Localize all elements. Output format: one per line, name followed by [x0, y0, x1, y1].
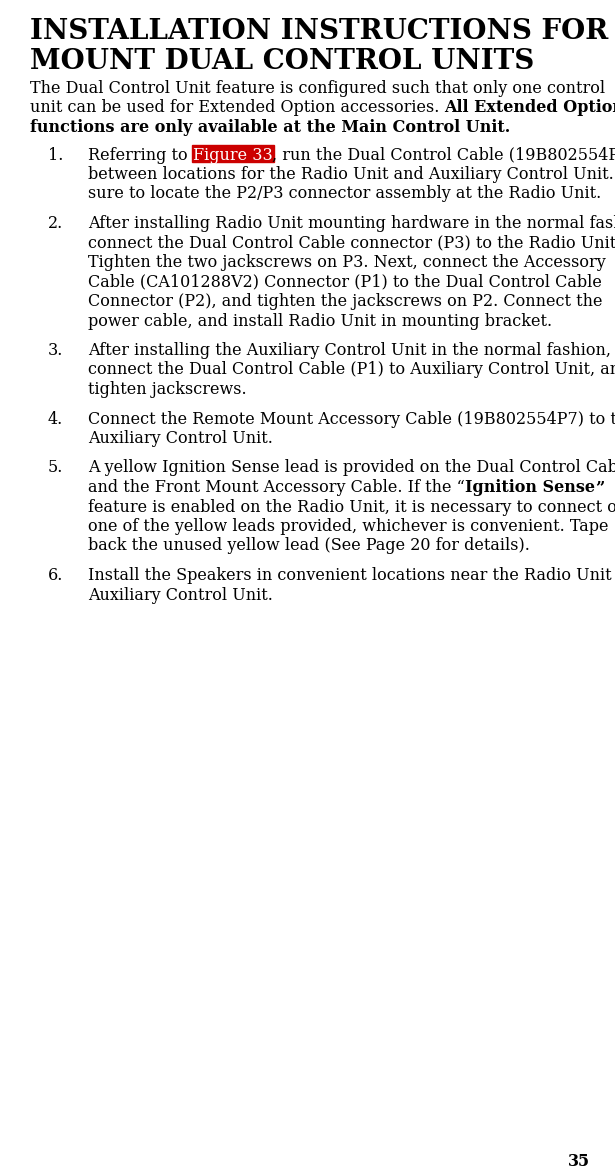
Text: ”: ” — [595, 479, 604, 496]
Text: unit can be used for Extended Option accessories.: unit can be used for Extended Option acc… — [30, 100, 445, 116]
Text: Cable (CA101288V2) Connector (P1) to the Dual Control Cable: Cable (CA101288V2) Connector (P1) to the… — [88, 274, 602, 290]
Text: 3.: 3. — [48, 342, 63, 360]
FancyBboxPatch shape — [192, 145, 274, 162]
Text: connect the Dual Control Cable connector (P3) to the Radio Unit.: connect the Dual Control Cable connector… — [88, 235, 615, 251]
Text: 35: 35 — [568, 1153, 590, 1170]
Text: Connector (P2), and tighten the jackscrews on P2. Connect the: Connector (P2), and tighten the jackscre… — [88, 293, 603, 310]
Text: Connect the Remote Mount Accessory Cable (19B802554P7) to the: Connect the Remote Mount Accessory Cable… — [88, 410, 615, 428]
Text: Install the Speakers in convenient locations near the Radio Unit and: Install the Speakers in convenient locat… — [88, 568, 615, 584]
Text: sure to locate the P2/P3 connector assembly at the Radio Unit.: sure to locate the P2/P3 connector assem… — [88, 186, 601, 202]
Text: All Extended Option: All Extended Option — [445, 100, 615, 116]
Text: After installing the Auxiliary Control Unit in the normal fashion,: After installing the Auxiliary Control U… — [88, 342, 611, 360]
Text: 6.: 6. — [48, 568, 63, 584]
Text: and the Front Mount Accessory Cable. If the “: and the Front Mount Accessory Cable. If … — [88, 479, 465, 496]
Text: Figure 33: Figure 33 — [192, 147, 272, 163]
Text: power cable, and install Radio Unit in mounting bracket.: power cable, and install Radio Unit in m… — [88, 313, 552, 329]
Text: feature is enabled on the Radio Unit, it is necessary to connect only: feature is enabled on the Radio Unit, it… — [88, 498, 615, 516]
Text: The Dual Control Unit feature is configured such that only one control: The Dual Control Unit feature is configu… — [30, 80, 605, 98]
Text: Auxiliary Control Unit.: Auxiliary Control Unit. — [88, 586, 273, 604]
Text: between locations for the Radio Unit and Auxiliary Control Unit. Be: between locations for the Radio Unit and… — [88, 166, 615, 183]
Text: 2.: 2. — [48, 215, 63, 231]
Text: A yellow Ignition Sense lead is provided on the Dual Control Cable: A yellow Ignition Sense lead is provided… — [88, 459, 615, 477]
Text: Tighten the two jackscrews on P3. Next, connect the Accessory: Tighten the two jackscrews on P3. Next, … — [88, 254, 606, 271]
Text: INSTALLATION INSTRUCTIONS FOR FRONT: INSTALLATION INSTRUCTIONS FOR FRONT — [30, 18, 615, 45]
Text: Ignition Sense: Ignition Sense — [465, 479, 595, 496]
Text: MOUNT DUAL CONTROL UNITS: MOUNT DUAL CONTROL UNITS — [30, 48, 534, 75]
Text: 1.: 1. — [48, 147, 63, 163]
Text: functions are only available at the Main Control Unit.: functions are only available at the Main… — [30, 119, 510, 136]
Text: 5.: 5. — [48, 459, 63, 477]
Text: Auxiliary Control Unit.: Auxiliary Control Unit. — [88, 430, 273, 446]
Text: Referring to: Referring to — [88, 147, 192, 163]
Text: tighten jackscrews.: tighten jackscrews. — [88, 381, 247, 398]
Text: connect the Dual Control Cable (P1) to Auxiliary Control Unit, and: connect the Dual Control Cable (P1) to A… — [88, 362, 615, 378]
Text: , run the Dual Control Cable (19B802554P9): , run the Dual Control Cable (19B802554P… — [272, 147, 615, 163]
Text: back the unused yellow lead (See Page 20 for details).: back the unused yellow lead (See Page 20… — [88, 537, 530, 555]
Text: After installing Radio Unit mounting hardware in the normal fashion,: After installing Radio Unit mounting har… — [88, 215, 615, 231]
Text: 4.: 4. — [48, 410, 63, 428]
Text: one of the yellow leads provided, whichever is convenient. Tape: one of the yellow leads provided, whiche… — [88, 518, 608, 535]
